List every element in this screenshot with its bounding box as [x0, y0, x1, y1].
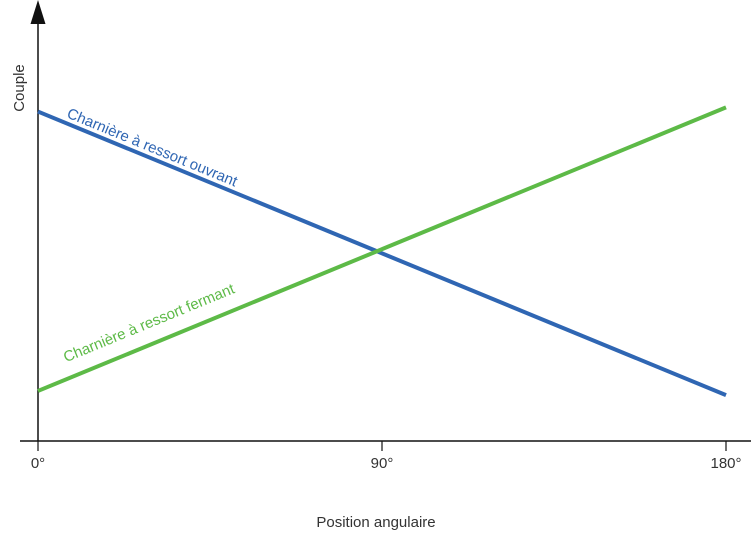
series-line-opening — [37, 109, 727, 397]
series-label-opening: Charnière à ressort ouvrant — [64, 105, 240, 191]
x-axis-ticks: 0° 90° 180° — [31, 441, 742, 472]
series-label-closing: Charnière à ressort fermant — [61, 280, 238, 366]
x-tick-label-1: 90° — [371, 455, 394, 472]
x-axis-title: Position angulaire — [316, 514, 435, 531]
series-line-closing — [37, 105, 727, 393]
x-tick-label-0: 0° — [31, 455, 45, 472]
series-layer — [37, 105, 727, 397]
y-axis-title: Couple — [11, 64, 28, 112]
x-tick-label-2: 180° — [710, 455, 741, 472]
